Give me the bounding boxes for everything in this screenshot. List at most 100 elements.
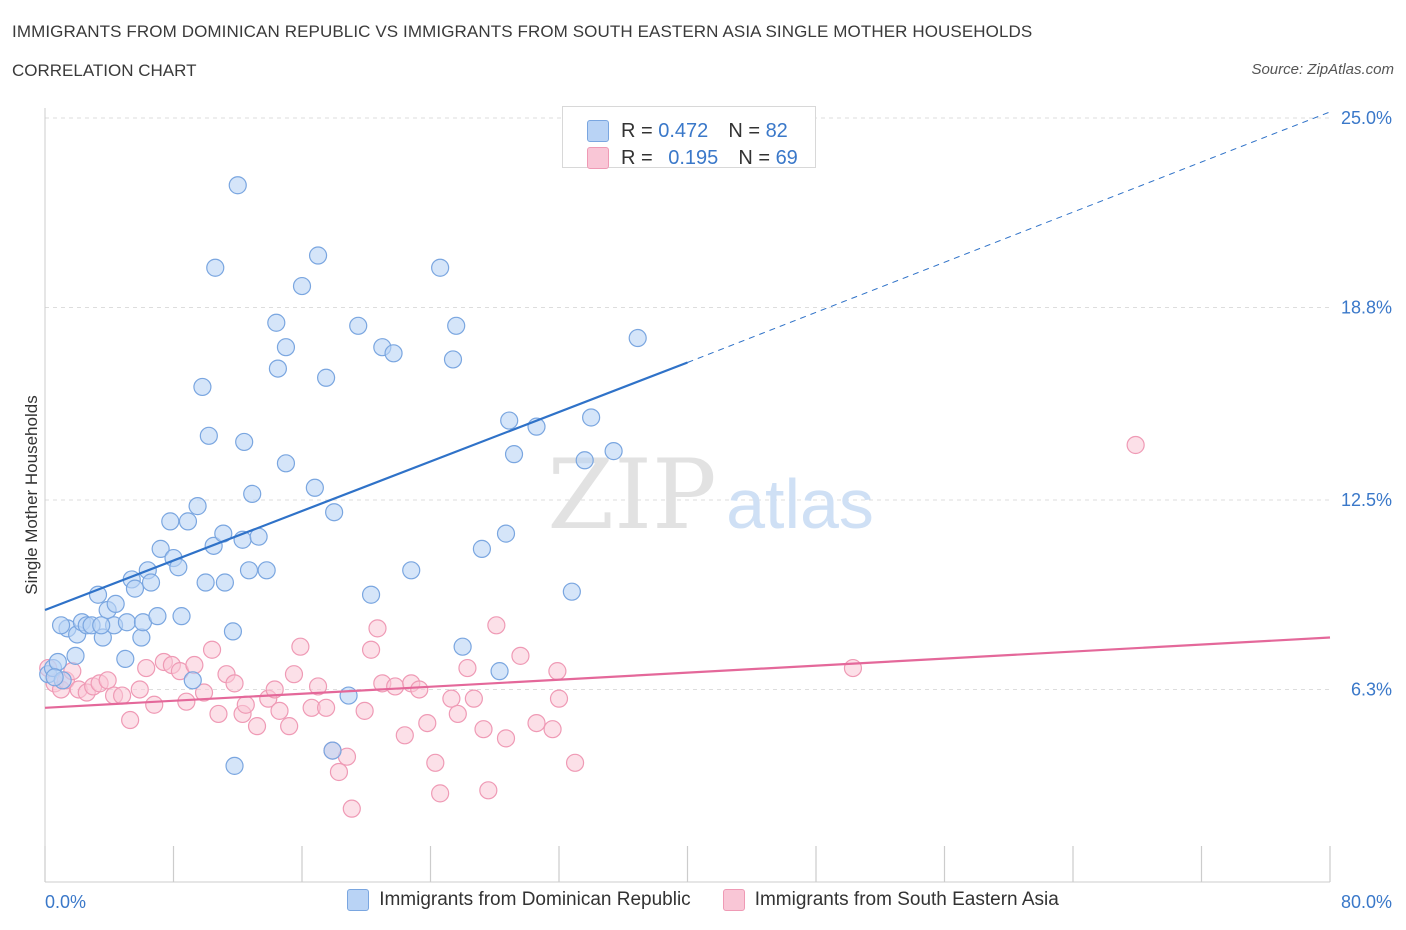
- stats-row-southeast-asia: R = 0.195 N = 69: [587, 144, 798, 172]
- data-point-dominican: [562, 582, 581, 601]
- stats-swatch-blue: [587, 120, 609, 142]
- data-point-dominican: [402, 561, 421, 580]
- data-point-southeast-asia: [270, 701, 289, 720]
- data-point-dominican: [339, 686, 358, 705]
- r-label: R =: [621, 146, 653, 169]
- data-point-southeast-asia: [543, 720, 562, 739]
- data-point-southeast-asia: [410, 680, 429, 699]
- data-point-dominican: [178, 512, 198, 531]
- r-label: R =: [621, 119, 653, 142]
- chart-subtitle: CORRELATION CHART: [12, 61, 197, 80]
- data-point-dominican: [92, 616, 111, 635]
- data-point-dominican: [276, 454, 296, 473]
- data-point-dominican: [183, 671, 202, 690]
- y-tick-label: 25.0%: [1341, 108, 1392, 128]
- data-point-dominican: [239, 561, 259, 580]
- y-tick-label: 12.5%: [1341, 490, 1392, 510]
- data-point-southeast-asia: [130, 680, 149, 699]
- data-point-dominican: [323, 741, 342, 760]
- data-point-dominican: [431, 258, 450, 277]
- legend-swatch-pink: [722, 889, 745, 911]
- x-tick-label: 0.0%: [45, 892, 86, 912]
- tick-labels: 6.3% 12.5% 18.8% 25.0% 0.0% 80.0%: [45, 108, 1392, 912]
- data-point-dominican: [575, 451, 594, 470]
- data-point-dominican: [257, 561, 276, 580]
- data-point-southeast-asia: [496, 729, 516, 748]
- data-point-southeast-asia: [527, 713, 546, 733]
- data-point-dominican: [504, 445, 524, 464]
- watermark: ZIP atlas: [547, 439, 874, 551]
- data-point-southeast-asia: [185, 655, 204, 675]
- data-point-dominican: [628, 328, 647, 348]
- data-point-dominican: [316, 368, 336, 387]
- data-point-southeast-asia: [843, 658, 863, 678]
- data-point-dominican: [604, 442, 623, 461]
- data-point-dominican: [453, 637, 472, 656]
- n-value: 82: [765, 119, 788, 142]
- data-point-dominican: [308, 246, 328, 265]
- data-point-southeast-asia: [236, 695, 255, 714]
- data-point-dominican: [276, 338, 296, 357]
- data-point-dominican: [447, 316, 466, 335]
- data-point-dominican: [172, 607, 191, 626]
- data-point-southeast-asia: [342, 799, 361, 818]
- data-point-dominican: [228, 176, 247, 195]
- source-label: Source: ZipAtlas.com: [1251, 61, 1394, 78]
- data-point-dominican: [225, 756, 244, 775]
- data-point-dominican: [443, 350, 463, 369]
- data-point-dominican: [196, 573, 215, 592]
- data-point-southeast-asia: [442, 689, 461, 708]
- data-point-southeast-asia: [549, 689, 569, 708]
- data-point-southeast-asia: [209, 704, 228, 724]
- data-point-southeast-asia: [98, 671, 117, 690]
- x-tick-label: 80.0%: [1341, 892, 1392, 912]
- r-value: 0.472: [658, 119, 709, 142]
- trend-line-dominican: [44, 361, 688, 612]
- legend-swatch-blue: [347, 889, 370, 911]
- data-point-southeast-asia: [361, 640, 381, 659]
- data-point-southeast-asia: [479, 781, 498, 800]
- stats-legend-box: R = 0.472 N = 82 R = 0.195 N = 69: [562, 106, 816, 169]
- data-point-dominican: [48, 652, 67, 672]
- data-point-southeast-asia: [177, 692, 196, 711]
- trend-line-dominican-extension: [687, 111, 1331, 363]
- data-point-dominican: [268, 359, 288, 378]
- axes: [44, 108, 1331, 883]
- data-point-dominican: [132, 628, 151, 647]
- data-point-southeast-asia: [280, 717, 299, 736]
- data-point-dominican: [193, 377, 212, 397]
- series-dominican-points: [39, 176, 647, 775]
- data-point-southeast-asia: [487, 616, 506, 635]
- data-point-dominican: [305, 478, 324, 497]
- data-point-dominican: [51, 616, 71, 635]
- data-point-dominican: [141, 573, 161, 592]
- data-point-southeast-asia: [112, 686, 132, 705]
- data-point-dominican: [243, 484, 262, 503]
- data-point-dominican: [161, 512, 180, 531]
- data-point-southeast-asia: [368, 619, 387, 638]
- data-point-southeast-asia: [565, 753, 585, 772]
- data-point-dominican: [66, 646, 85, 665]
- legend-item-dominican[interactable]: Immigrants from Dominican Republic: [347, 889, 691, 911]
- data-point-dominican: [125, 579, 145, 598]
- data-point-dominican: [472, 539, 491, 558]
- n-label: N =: [728, 119, 760, 142]
- n-value: 69: [775, 146, 798, 169]
- data-point-southeast-asia: [1126, 435, 1145, 455]
- data-point-southeast-asia: [548, 662, 567, 681]
- data-point-dominican: [148, 607, 167, 626]
- data-point-dominican: [45, 668, 64, 687]
- data-point-dominican: [361, 585, 381, 604]
- data-point-dominican: [325, 503, 344, 522]
- data-point-dominican: [384, 344, 403, 363]
- data-point-southeast-asia: [308, 677, 328, 696]
- legend-item-southeast-asia[interactable]: Immigrants from South Eastern Asia: [722, 889, 1059, 911]
- trend-lines: [44, 111, 1331, 709]
- data-point-southeast-asia: [137, 658, 156, 678]
- data-point-southeast-asia: [511, 646, 530, 665]
- data-point-southeast-asia: [284, 665, 304, 684]
- data-point-dominican: [292, 276, 312, 296]
- data-point-dominican: [490, 662, 509, 681]
- data-point-southeast-asia: [418, 713, 437, 733]
